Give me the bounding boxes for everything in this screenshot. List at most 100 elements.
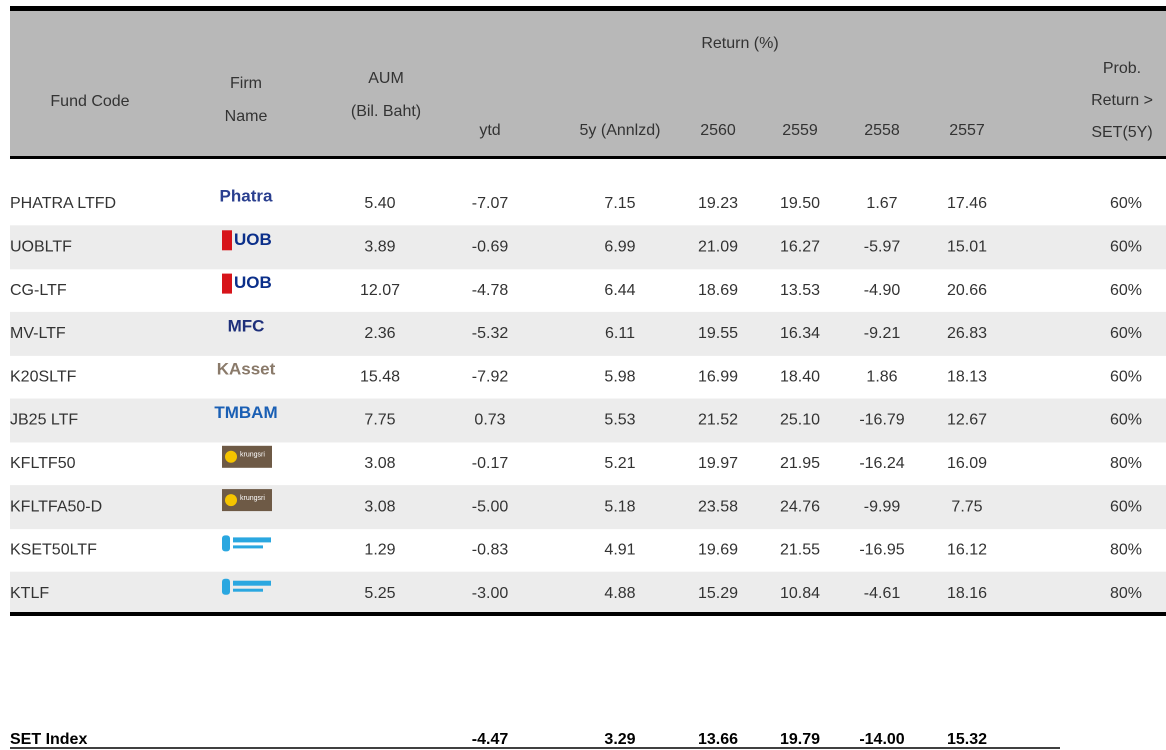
firm-logo [222,489,272,512]
cell: 5.98 [604,368,635,385]
cell: 7.15 [604,195,635,212]
cell: 19.69 [698,542,738,559]
cell: 15.48 [360,368,400,385]
cell: 5.53 [604,412,635,429]
fund-code: JB25 LTF [10,412,78,429]
prob: 80% [1110,585,1142,602]
firm-logo-text: Phatra [220,186,273,205]
firm-logo-text: krungsri [240,452,265,459]
cell: 5.25 [364,585,395,602]
cell: 21.95 [780,455,820,472]
cell: 12.67 [947,412,987,429]
prob: 60% [1110,368,1142,385]
fund-code: KFLTF50 [10,455,76,472]
cell: 5.21 [604,455,635,472]
fund-code: UOBLTF [10,239,72,256]
firm-logo [233,588,263,592]
cell: -9.99 [864,498,901,515]
cell: 24.76 [780,498,820,515]
cell: 13.53 [780,282,820,299]
cell: 4.91 [604,542,635,559]
table-rule [10,612,1166,616]
header-return: Return (%) [701,35,778,52]
cell: -9.21 [864,325,901,342]
firm-logo-text: TMBAM [214,403,277,422]
footer-cell: -4.47 [472,731,509,748]
firm-logo [233,545,263,549]
header-aum: (Bil. Baht) [351,103,421,120]
cell: -5.97 [864,239,901,256]
cell: 6.11 [605,325,635,342]
prob: 60% [1110,498,1142,515]
cell: 5.40 [364,195,395,212]
cell: -5.00 [472,498,509,515]
fund-code: K20SLTF [10,368,77,385]
header-fund-code: Fund Code [50,93,129,110]
cell: -0.69 [472,239,509,256]
firm-logo [225,494,237,507]
footer-cell: -14.00 [859,731,904,748]
firm-logo-text: UOB [234,230,272,249]
firm-logo [222,535,230,552]
row-shade [10,485,1166,530]
firm-logo [222,273,232,294]
firm-logo-text: KAsset [217,360,276,379]
cell: 23.58 [698,498,738,515]
firm-logo-text: krungsri [240,495,265,502]
cell: -3.00 [472,585,509,602]
cell: 7.75 [364,412,395,429]
cell: -5.32 [472,325,509,342]
top-rule [10,6,1166,11]
cell: 3.08 [364,498,395,515]
cell: 5.18 [604,498,635,515]
firm-logo [222,230,232,251]
header-aum: AUM [368,70,404,87]
cell: -0.17 [472,455,509,472]
cell: 16.27 [780,239,820,256]
cell: 6.99 [604,239,635,256]
cell: 4.88 [604,585,635,602]
cell: 19.50 [780,195,820,212]
cell: 16.34 [780,325,820,342]
header-prob: Return > [1091,92,1153,109]
cell: 2.36 [364,325,395,342]
header-return-col: 2557 [949,122,985,139]
header-prob: SET(5Y) [1091,124,1152,141]
cell: 21.09 [698,239,738,256]
footer-label: SET Index [10,731,87,748]
firm-logo-text: MFC [228,316,265,335]
cell: 12.07 [360,282,400,299]
cell: -16.79 [859,412,904,429]
cell: 19.55 [698,325,738,342]
cell: 6.44 [604,282,635,299]
cell: -16.24 [859,455,904,472]
cell: 7.75 [951,498,982,515]
cell: 18.16 [947,585,987,602]
cell: 16.09 [947,455,987,472]
cell: 20.66 [947,282,987,299]
prob: 60% [1110,282,1142,299]
cell: 26.83 [947,325,987,342]
fund-code: KFLTFA50-D [10,498,102,515]
cell: -7.92 [472,368,509,385]
prob: 60% [1110,325,1142,342]
cell: 1.29 [364,542,395,559]
cell: 16.99 [698,368,738,385]
footer-cell: 19.79 [780,731,820,748]
cell: 18.13 [947,368,987,385]
row-shade [10,311,1166,356]
cell: 3.08 [364,455,395,472]
footer-cell: 3.29 [604,731,635,748]
cell: 0.73 [474,412,505,429]
prob: 80% [1110,455,1142,472]
cell: 1.67 [866,195,897,212]
prob: 60% [1110,195,1142,212]
fund-code: KSET50LTF [10,542,97,559]
cell: -4.90 [864,282,901,299]
fund-code: MV-LTF [10,325,66,342]
cell: 17.46 [947,195,987,212]
firm-logo [222,445,272,468]
cell: -0.83 [472,542,509,559]
header-return-col: ytd [479,122,500,139]
